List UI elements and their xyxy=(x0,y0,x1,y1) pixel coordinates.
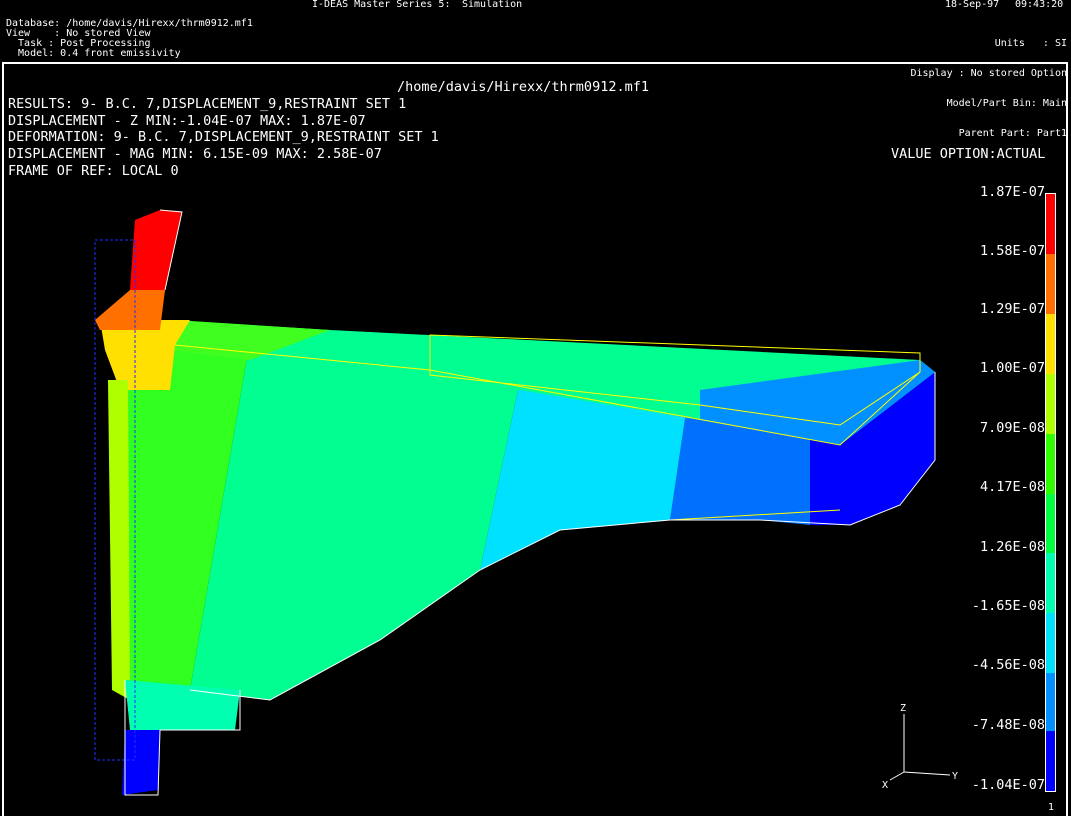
file-title: /home/davis/Hirexx/thrm0912.mf1 xyxy=(397,79,649,95)
deformed-mesh xyxy=(174,334,921,521)
legend-band xyxy=(1046,731,1055,791)
time: 09:43:20 xyxy=(1015,0,1064,10)
legend-tick: 1.29E-07 xyxy=(979,301,1045,317)
model-bottom-stem xyxy=(122,730,160,795)
legend-band xyxy=(1046,673,1055,731)
display-line: Display : No stored Option xyxy=(910,68,1067,79)
units-line: Units : SI xyxy=(994,38,1067,49)
frame-of-ref-line: FRAME OF REF: LOCAL 0 xyxy=(8,163,179,179)
triad-z-label: Z xyxy=(900,703,906,714)
displacement-mag-line: DISPLACEMENT - MAG MIN: 6.15E-09 MAX: 2.… xyxy=(8,146,382,162)
app-title: I-DEAS Master Series 5: xyxy=(312,0,451,10)
legend-band xyxy=(1046,553,1055,613)
database-line: Database: /home/davis/Hirexx/thrm0912.mf… xyxy=(6,18,253,29)
page-number: 1 xyxy=(1048,802,1055,813)
legend-tick: 1.00E-07 xyxy=(979,360,1045,376)
model-orange xyxy=(95,290,165,330)
model-green xyxy=(120,340,250,690)
value-option: VALUE OPTION:ACTUAL xyxy=(891,146,1046,162)
legend-tick: -4.56E-08 xyxy=(971,657,1045,673)
model-mesh-lines xyxy=(94,239,136,761)
legend-tick: 1.87E-07 xyxy=(979,184,1045,200)
legend-tick: -1.65E-08 xyxy=(971,598,1045,614)
model-yellow-green-col xyxy=(108,380,130,700)
model-aqua xyxy=(190,340,520,700)
triad-x-label: X xyxy=(882,780,888,790)
results-line: RESULTS: 9- B.C. 7,DISPLACEMENT_9,RESTRA… xyxy=(8,96,407,112)
legend-tick: 7.09E-08 xyxy=(979,420,1045,436)
legend-band xyxy=(1046,434,1055,494)
graphics-viewport[interactable] xyxy=(2,62,1068,816)
model-line: Model: 0.4 front emissivity xyxy=(6,48,181,59)
displacement-z-line: DISPLACEMENT - Z MIN:-1.04E-07 MAX: 1.87… xyxy=(8,113,366,129)
outline xyxy=(124,209,936,796)
legend-tick: 1.26E-08 xyxy=(979,539,1045,555)
legend-tick: -1.04E-07 xyxy=(971,777,1045,793)
legend-band xyxy=(1046,494,1055,553)
bin-line: Model/Part Bin: Main xyxy=(946,98,1067,109)
legend-band xyxy=(1046,314,1055,374)
status-right: Units : SI Display : No stored Option Mo… xyxy=(910,19,1067,149)
legend-band xyxy=(1046,374,1055,434)
legend-tick: -7.48E-08 xyxy=(971,717,1045,733)
model-top-green xyxy=(170,320,330,360)
legend-band xyxy=(1046,254,1055,314)
legend-band xyxy=(1046,194,1055,254)
application-name: Simulation xyxy=(462,0,523,10)
task-line: Task : Post Processing xyxy=(6,38,151,49)
legend-band xyxy=(1046,613,1055,673)
model-yellow xyxy=(100,320,190,390)
legend-tick: 1.58E-07 xyxy=(979,243,1045,259)
triad-y-label: Y xyxy=(952,771,958,782)
view-line: View : No stored View xyxy=(6,28,151,39)
parent-part-line: Parent Part: Part1 xyxy=(958,128,1067,139)
date: 18-Sep-97 xyxy=(945,0,1000,10)
deformation-line: DEFORMATION: 9- B.C. 7,DISPLACEMENT_9,RE… xyxy=(8,129,439,145)
legend-tick: 4.17E-08 xyxy=(979,479,1045,495)
model-topface-blue xyxy=(700,360,935,445)
axis-triad: Z X Y xyxy=(882,703,958,790)
